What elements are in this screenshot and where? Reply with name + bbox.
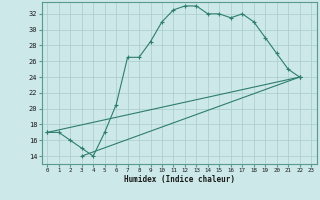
X-axis label: Humidex (Indice chaleur): Humidex (Indice chaleur) [124,175,235,184]
